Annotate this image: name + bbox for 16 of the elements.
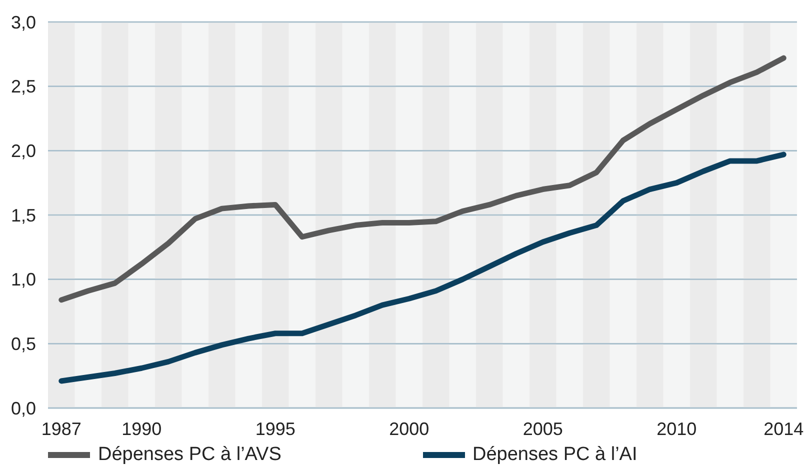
y-tick-label: 0,0 <box>10 398 36 418</box>
y-tick-label: 1,5 <box>10 205 36 226</box>
y-tick-label: 1,0 <box>10 270 36 290</box>
x-tick-label: 1995 <box>255 418 296 439</box>
legend-label: Dépenses PC à l’AI <box>472 444 638 466</box>
x-tick-label: 2000 <box>389 418 430 439</box>
x-tick-label: 2014 <box>764 418 804 439</box>
x-tick-label: 1987 <box>41 418 82 439</box>
x-tick-label: 2010 <box>656 418 697 439</box>
y-tick-label: 3,0 <box>10 12 36 32</box>
x-tick-label: 2005 <box>522 418 563 439</box>
y-tick-label: 0,5 <box>10 334 36 354</box>
y-tick-label: 2,5 <box>10 76 36 97</box>
legend-label: Dépenses PC à l’AVS <box>98 444 282 466</box>
y-tick-label: 2,0 <box>10 141 36 162</box>
x-tick-label: 1990 <box>122 418 162 439</box>
